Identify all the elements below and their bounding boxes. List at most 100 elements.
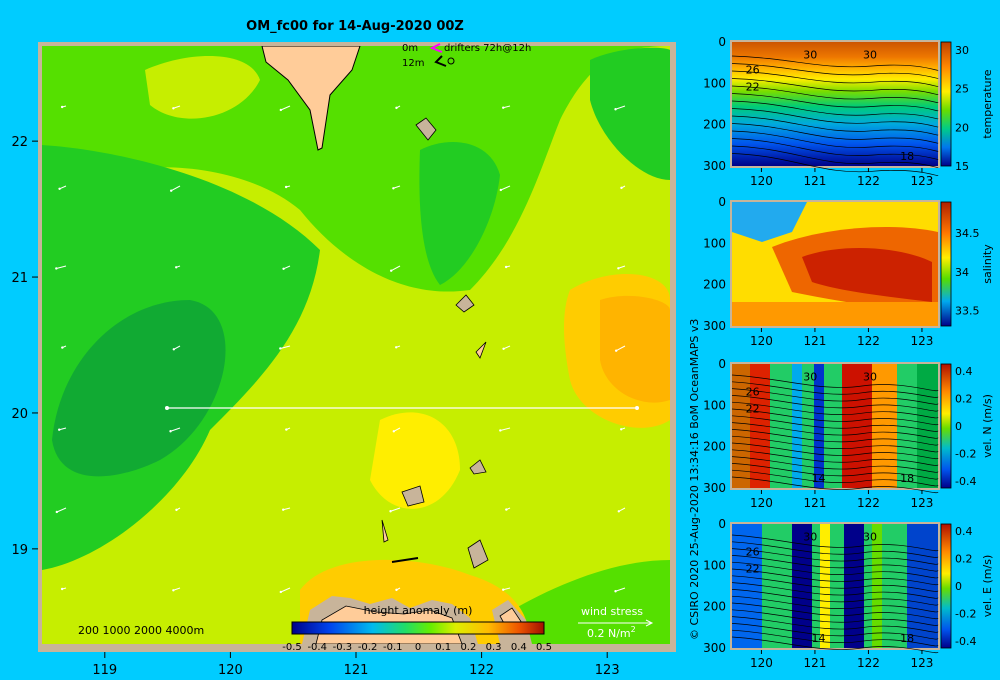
temperature-field <box>732 42 938 166</box>
wind-arrow-head <box>502 588 505 591</box>
main-y-axis: 19 20 21 22 <box>11 135 38 558</box>
wind-arrow <box>56 507 67 513</box>
isotherm <box>731 456 939 473</box>
main-x-axis: 119 120 121 122 123 <box>92 652 620 678</box>
isotherm <box>731 429 939 446</box>
isotherm <box>731 609 939 626</box>
colorbar-tick-label: 0.3 <box>486 642 502 653</box>
x-tick-label: 120 <box>750 656 773 670</box>
colorbar-ramp <box>291 621 545 635</box>
velocity-band <box>907 524 938 648</box>
isotherm <box>731 616 939 633</box>
panel-colorbar <box>940 523 952 649</box>
wind-arrow-head <box>279 347 282 350</box>
wind-arrow <box>615 345 626 352</box>
colorbar-tick-label: 15 <box>955 160 969 173</box>
x-tick-label: 119 <box>92 663 117 678</box>
x-tick-label: 121 <box>803 496 826 510</box>
wind-arrow-head <box>60 587 64 591</box>
contour-label: 18 <box>900 150 914 163</box>
depth-legend: 200 1000 2000 4000m <box>78 624 204 637</box>
isotherm <box>731 555 939 572</box>
wind-arrow-head <box>279 108 283 112</box>
y-tick-label: 19 <box>11 543 28 558</box>
isotherm <box>731 415 939 432</box>
x-tick-label: 122 <box>857 334 880 348</box>
wind-arrow-head <box>169 430 172 433</box>
wind-arrow-head <box>395 346 398 349</box>
x-tick-label: 120 <box>218 663 243 678</box>
colorbar-ticks: -0.5 -0.4 -0.3 -0.2 -0.1 0 0.1 0.2 0.3 0.4 0.5 <box>282 642 552 653</box>
wind-arrow-head <box>617 510 621 513</box>
isotherm <box>731 55 939 71</box>
wind-arrow-head <box>614 349 618 352</box>
isotherm <box>731 422 939 439</box>
colorbar-tick-label: 34.5 <box>955 227 980 240</box>
wind-arrow-head <box>392 430 396 433</box>
wind-arrow <box>170 185 181 192</box>
colorbar-tick-label: 30 <box>955 44 969 57</box>
wind-arrow-head <box>58 428 61 431</box>
wind-arrow-head <box>389 510 392 513</box>
colorbar-tick-label: -0.3 <box>333 642 353 653</box>
section-panel-2: 120 121 122 123 0 100 200 300 34.5 34 33.5 salinity <box>703 195 994 348</box>
isotherm <box>731 70 939 87</box>
colorbar-tick-label: 0.4 <box>955 525 973 538</box>
isotherm <box>731 476 939 494</box>
isotherm <box>731 374 939 392</box>
isotherm <box>731 534 939 552</box>
height-anomaly-field <box>42 46 670 644</box>
colorbar-tick-label: 0 <box>415 642 421 653</box>
wind-arrow-head <box>502 347 505 350</box>
contour-label: 22 <box>746 403 760 416</box>
contour-label: 30 <box>863 48 877 61</box>
wind-arrow-head <box>169 189 173 192</box>
section-panel-3: 30 30 26 22 14 18 120 121 122 123 0 100 200 300 0.4 0.2… <box>703 357 994 510</box>
wind-arrow <box>280 345 291 349</box>
x-tick-label: 123 <box>910 656 933 670</box>
wind-arrow-head <box>175 266 178 269</box>
isotherm <box>731 568 939 586</box>
isotherm <box>731 548 939 565</box>
wind-arrow <box>280 587 291 593</box>
x-tick-label: 123 <box>595 663 620 678</box>
y-tick-label: 0 <box>718 357 726 371</box>
wind-arrow <box>390 265 401 272</box>
y-tick-label: 200 <box>703 118 726 132</box>
y-tick-label: 100 <box>703 558 726 572</box>
panel-variable-label: vel. E (m/s) <box>981 555 994 618</box>
wind-arrow-head <box>614 108 617 111</box>
wind-stress-vectors <box>55 105 626 594</box>
isotherm <box>731 85 939 104</box>
wind-arrow-head <box>620 186 623 190</box>
panel-colorbar <box>940 363 952 489</box>
wind-arrow <box>500 427 511 431</box>
height-colorbar: height anomaly (m) -0.5 -0.4 -0.3 -0.2 -0.1 0… <box>282 604 552 653</box>
y-tick-label: 300 <box>703 159 726 173</box>
colorbar-tick-label: -0.2 <box>955 448 976 461</box>
isotherm <box>731 589 939 606</box>
contour-label: 14 <box>812 472 826 485</box>
y-tick-label: 200 <box>703 278 726 292</box>
wind-arrow-head <box>282 267 285 270</box>
contour-label: 26 <box>746 63 760 76</box>
velocity-band <box>792 364 802 488</box>
y-tick-label: 100 <box>703 76 726 90</box>
section-panel-4: 30 30 26 22 14 18 120 121 122 123 0 100 200 300 0.4 0.2… <box>703 517 994 670</box>
y-tick-label: 100 <box>703 398 726 412</box>
contour-label: 30 <box>803 48 817 61</box>
colorbar-tick-label: 34 <box>955 266 969 279</box>
x-tick-label: 121 <box>344 663 369 678</box>
contour-label: 30 <box>863 530 877 543</box>
x-tick-label: 123 <box>910 334 933 348</box>
colorbar-tick-label: -0.4 <box>307 642 327 653</box>
contour-label: 22 <box>746 81 760 94</box>
wind-arrow <box>615 105 626 110</box>
wind-arrow-head <box>284 185 288 189</box>
y-tick-label: 200 <box>703 600 726 614</box>
drifter-12m-label: 12m <box>402 58 424 69</box>
wind-arrow-head <box>499 429 502 432</box>
contour-label: 30 <box>803 370 817 383</box>
